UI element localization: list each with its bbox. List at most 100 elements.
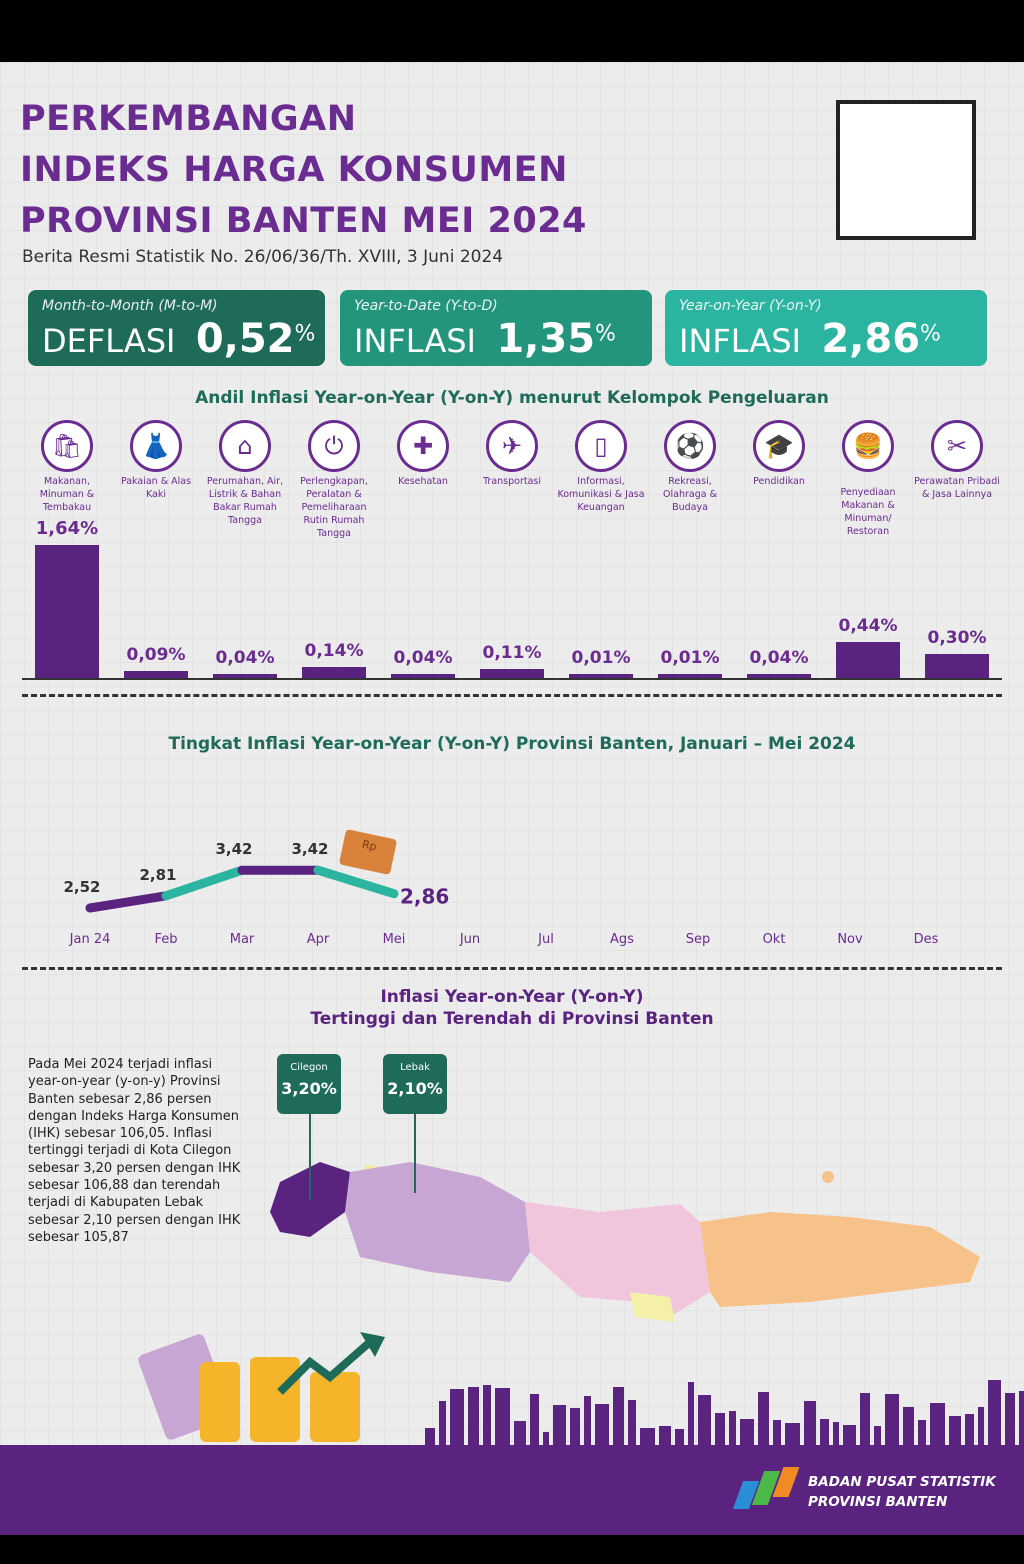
title-line: INDEKS HARGA KONSUMEN (20, 150, 568, 190)
org-line: BADAN PUSAT STATISTIK (808, 1474, 996, 1490)
plug-icon: ⏻ (308, 420, 360, 472)
title-line: PROVINSI BANTEN MEI 2024 (20, 201, 587, 241)
city-skyline-icon (425, 1380, 1024, 1447)
stat-card: Month-to-Month (M-to-M) DEFLASI 0,52% (28, 290, 325, 366)
category-label: Kesehatan (398, 476, 448, 487)
stat-card: Year-to-Date (Y-to-D) INFLASI 1,35% (340, 290, 652, 366)
map-title: Inflasi Year-on-Year (Y-on-Y) Tertinggi … (0, 986, 1024, 1030)
phone-icon: ▯ (575, 420, 627, 472)
bar (836, 642, 900, 678)
month-tick-label: Mar (229, 932, 255, 947)
bps-logo-icon (732, 1467, 800, 1513)
bar (569, 674, 633, 678)
cilegon-pointer (309, 1108, 311, 1200)
month-tick-label: Jun (459, 932, 481, 947)
bar-value-label: 0,30% (927, 627, 987, 648)
page-title: PERKEMBANGAN INDEKS HARGA KONSUMEN PROVI… (20, 94, 587, 247)
divider (22, 694, 1002, 697)
subtitle: Berita Resmi Statistik No. 26/06/36/Th. … (22, 247, 504, 267)
card-number: 2,86 (821, 316, 921, 362)
category-label: Perawatan Pribadi & Jasa Lainnya (914, 476, 1000, 500)
bar-value-label: 0,14% (304, 640, 364, 661)
divider (22, 967, 1002, 970)
bar (747, 674, 811, 678)
medical-kit-icon: ✚ (397, 420, 449, 472)
bar (302, 666, 366, 678)
category-label: Perumahan, Air, Listrik & Bahan Bakar Ru… (206, 476, 284, 526)
cilegon-tag: Cilegon 3,20% (277, 1054, 341, 1114)
java-map (270, 1162, 980, 1322)
bar-value-label: 0,01% (571, 648, 631, 668)
tag-value: 3,20% (281, 1079, 337, 1098)
bar (925, 653, 989, 678)
island (822, 1171, 834, 1183)
line-chart-title: Tingkat Inflasi Year-on-Year (Y-on-Y) Pr… (168, 734, 856, 754)
east-java-region (700, 1212, 980, 1307)
month-tick-label: Jan 24 (69, 932, 111, 947)
point-label: 3,42 (215, 840, 252, 858)
soccer-player-icon: ⚽ (664, 420, 716, 472)
bar-value-label: 0,04% (749, 648, 809, 668)
card-unit: % (595, 321, 616, 347)
card-kind: DEFLASI (42, 322, 176, 360)
bar (480, 669, 544, 678)
category-label: Penyediaan Makanan & Minuman/ Restoran (840, 487, 896, 537)
scissors-comb-icon: ✂ (931, 420, 983, 472)
month-tick-label: Nov (837, 932, 863, 947)
card-value: DEFLASI 0,52% (42, 316, 315, 362)
category-label: Pendidikan (753, 476, 805, 487)
stat-card: Year-on-Year (Y-on-Y) INFLASI 2,86% (665, 290, 987, 366)
qr-code[interactable] (836, 100, 976, 240)
grocery-bag-icon: 🛍 (41, 420, 93, 472)
bar-value-label: 1,64% (35, 518, 99, 539)
west-java-region (345, 1162, 530, 1282)
bar (658, 674, 722, 678)
bar (213, 674, 277, 678)
bar-value-label: 0,04% (393, 648, 453, 668)
bar-value-label: 0,44% (838, 616, 898, 637)
map-title-line: Tertinggi dan Terendah di Provinsi Bante… (310, 1009, 714, 1029)
tag-name: Cilegon (290, 1062, 328, 1073)
month-tick-label: Ags (610, 932, 634, 947)
bar-value-label: 0,04% (215, 648, 275, 668)
category-label: Informasi, Komunikasi & Jasa Keuangan (557, 476, 645, 513)
house-icon: ⌂ (219, 420, 271, 472)
card-number: 0,52 (195, 316, 295, 362)
yogyakarta-region (630, 1292, 675, 1322)
card-unit: % (920, 321, 941, 347)
org-name: BADAN PUSAT STATISTIK PROVINSI BANTEN (808, 1472, 996, 1512)
card-label: Month-to-Month (M-to-M) (42, 298, 218, 314)
line-chart: 2,52 2,81 3,42 3,42 2,86 (63, 840, 449, 913)
month-tick-label: Apr (306, 932, 330, 947)
point-label: 2,81 (139, 866, 176, 884)
bar-chart-title: Andil Inflasi Year-on-Year (Y-on-Y) menu… (195, 388, 829, 408)
month-tick-label: Jul (538, 932, 554, 947)
category-label: Makanan, Minuman & Tembakau (39, 476, 95, 513)
line-segment (85, 891, 171, 913)
bar-value-label: 0,11% (482, 643, 542, 664)
org-line: PROVINSI BANTEN (808, 1494, 948, 1510)
point-label: 2,86 (400, 885, 449, 909)
category-label: Rekreasi, Olahraga & Budaya (663, 476, 717, 513)
line-segment (313, 865, 399, 899)
card-kind: INFLASI (354, 322, 476, 360)
lebak-tag: Lebak 2,10% (383, 1054, 447, 1114)
line-segment (161, 865, 247, 901)
bar (391, 674, 455, 678)
airplane-icon: ✈ (486, 420, 538, 472)
month-tick-label: Sep (685, 932, 711, 947)
lebak-pointer (414, 1108, 416, 1193)
point-label: 3,42 (291, 840, 328, 858)
bar-baseline (22, 678, 1002, 680)
bar-value-label: 0,09% (126, 644, 186, 665)
month-tick-label: Des (913, 932, 939, 947)
category-label: Transportasi (483, 476, 541, 487)
footer: BADAN PUSAT STATISTIK PROVINSI BANTEN (0, 1445, 1024, 1535)
category-label: Perlengkapan, Peralatan & Pemeliharaan R… (300, 476, 368, 539)
point-label: 2,52 (63, 878, 100, 896)
card-number: 1,35 (496, 316, 596, 362)
month-tick-label: Mei (382, 932, 406, 947)
month-tick-label: Feb (154, 932, 178, 947)
tag-name: Lebak (400, 1062, 430, 1073)
fast-food-icon: 🍔 (842, 420, 894, 472)
